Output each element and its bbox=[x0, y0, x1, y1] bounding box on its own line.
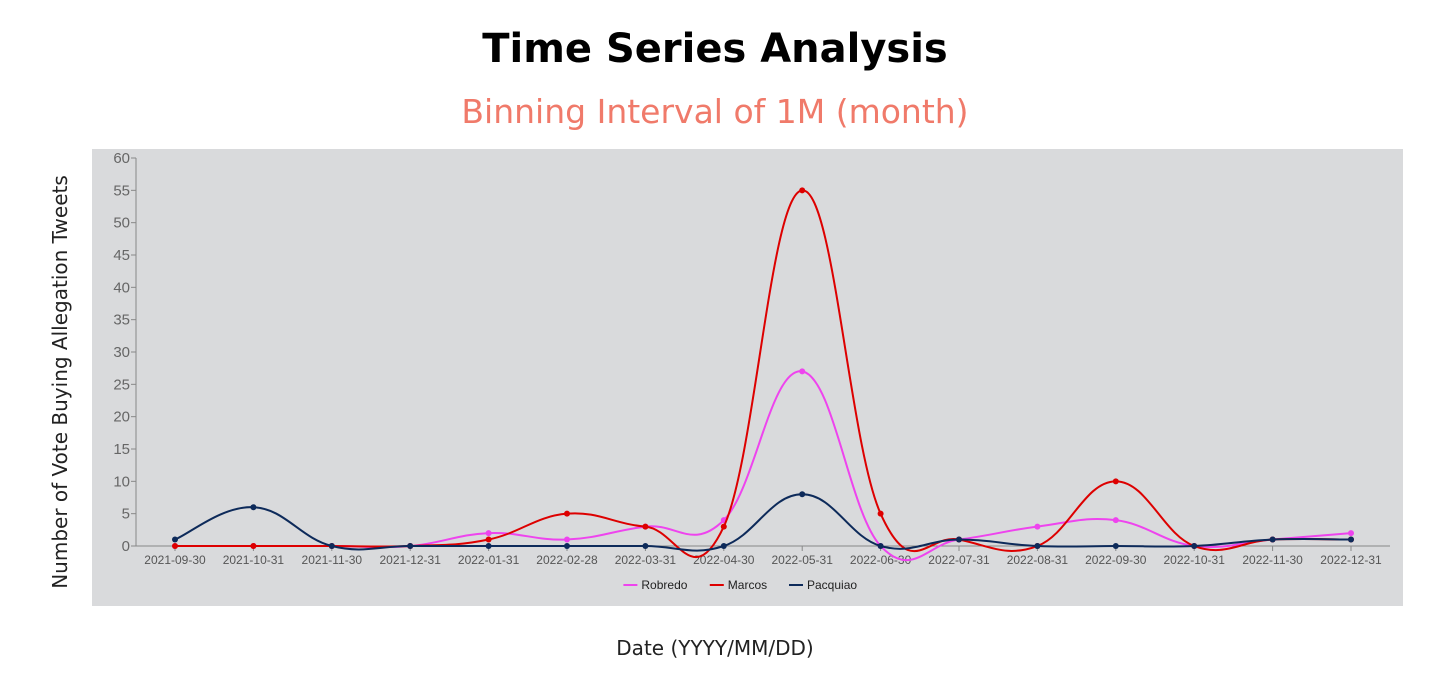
plot-background bbox=[92, 149, 1403, 606]
x-tick-label: 2022-09-30 bbox=[1085, 553, 1147, 567]
x-tick-label: 2022-04-30 bbox=[693, 553, 755, 567]
data-point-pacquiao bbox=[407, 543, 414, 549]
series-line-marcos bbox=[175, 189, 1352, 559]
data-point-marcos bbox=[720, 523, 727, 530]
data-point-pacquiao bbox=[1191, 543, 1198, 549]
legend-label-pacquiao: Pacquiao bbox=[807, 578, 857, 592]
data-point-marcos bbox=[485, 536, 492, 543]
data-point-pacquiao bbox=[328, 543, 335, 549]
x-tick-label: 2022-01-31 bbox=[458, 553, 520, 567]
data-point-marcos bbox=[877, 510, 884, 517]
chart-subtitle: Binning Interval of 1M (month) bbox=[461, 92, 969, 131]
x-tick-label: 2021-09-30 bbox=[144, 553, 206, 567]
y-tick-label: 35 bbox=[113, 312, 130, 329]
data-point-pacquiao bbox=[172, 536, 178, 543]
legend-label-robredo: Robredo bbox=[641, 578, 687, 592]
chart-title: Time Series Analysis bbox=[482, 26, 948, 72]
series-line-pacquiao bbox=[174, 493, 1352, 552]
y-tick-label: 55 bbox=[113, 182, 130, 199]
y-tick-label: 5 bbox=[122, 506, 130, 523]
y-tick-label: 40 bbox=[113, 279, 130, 296]
legend-label-marcos: Marcos bbox=[728, 578, 767, 592]
data-point-pacquiao bbox=[720, 543, 727, 549]
x-axis-label: Date (YYYY/MM/DD) bbox=[616, 636, 814, 660]
x-tick-label: 2022-06-30 bbox=[850, 553, 912, 567]
data-point-robredo bbox=[485, 530, 492, 537]
data-point-robredo bbox=[1348, 530, 1354, 537]
data-point-pacquiao bbox=[877, 543, 884, 549]
x-tick-label: 2021-10-31 bbox=[223, 553, 285, 567]
data-point-marcos bbox=[172, 543, 178, 549]
data-point-robredo bbox=[1112, 517, 1119, 524]
data-point-pacquiao bbox=[485, 543, 492, 549]
data-point-robredo bbox=[1034, 523, 1041, 530]
data-point-marcos bbox=[1112, 478, 1119, 485]
x-tick-label: 2022-07-31 bbox=[928, 553, 990, 567]
data-point-pacquiao bbox=[799, 491, 806, 498]
data-point-robredo bbox=[564, 536, 570, 543]
y-tick-label: 30 bbox=[113, 344, 130, 361]
x-tick-label: 2022-11-30 bbox=[1242, 553, 1303, 567]
x-tick-label: 2022-08-31 bbox=[1007, 553, 1069, 567]
x-tick-label: 2022-10-31 bbox=[1164, 553, 1226, 567]
x-tick-label: 2022-12-31 bbox=[1320, 553, 1382, 567]
y-tick-label: 20 bbox=[113, 409, 130, 426]
data-point-marcos bbox=[642, 523, 649, 530]
y-tick-label: 25 bbox=[113, 376, 130, 393]
data-point-pacquiao bbox=[564, 543, 570, 549]
data-point-pacquiao bbox=[1034, 543, 1041, 549]
y-tick-label: 45 bbox=[113, 247, 130, 264]
y-tick-label: 0 bbox=[122, 538, 130, 555]
data-point-robredo bbox=[799, 368, 806, 375]
data-point-marcos bbox=[564, 510, 570, 517]
x-tick-label: 2022-02-28 bbox=[536, 553, 598, 567]
data-point-pacquiao bbox=[956, 536, 962, 543]
data-point-pacquiao bbox=[1269, 536, 1276, 543]
data-point-pacquiao bbox=[250, 504, 257, 511]
data-point-pacquiao bbox=[1112, 543, 1119, 549]
x-tick-label: 2021-12-31 bbox=[380, 553, 442, 567]
x-tick-label: 2022-03-31 bbox=[615, 553, 677, 567]
data-point-pacquiao bbox=[642, 543, 649, 549]
y-tick-label: 15 bbox=[113, 441, 130, 458]
x-tick-label: 2022-05-31 bbox=[772, 553, 834, 567]
x-tick-label: 2021-11-30 bbox=[302, 553, 363, 567]
y-tick-label: 60 bbox=[113, 150, 130, 167]
data-point-pacquiao bbox=[1348, 536, 1354, 543]
data-point-marcos bbox=[250, 543, 257, 549]
data-point-marcos bbox=[799, 187, 806, 194]
y-tick-label: 10 bbox=[113, 473, 130, 490]
y-tick-label: 50 bbox=[113, 215, 130, 232]
